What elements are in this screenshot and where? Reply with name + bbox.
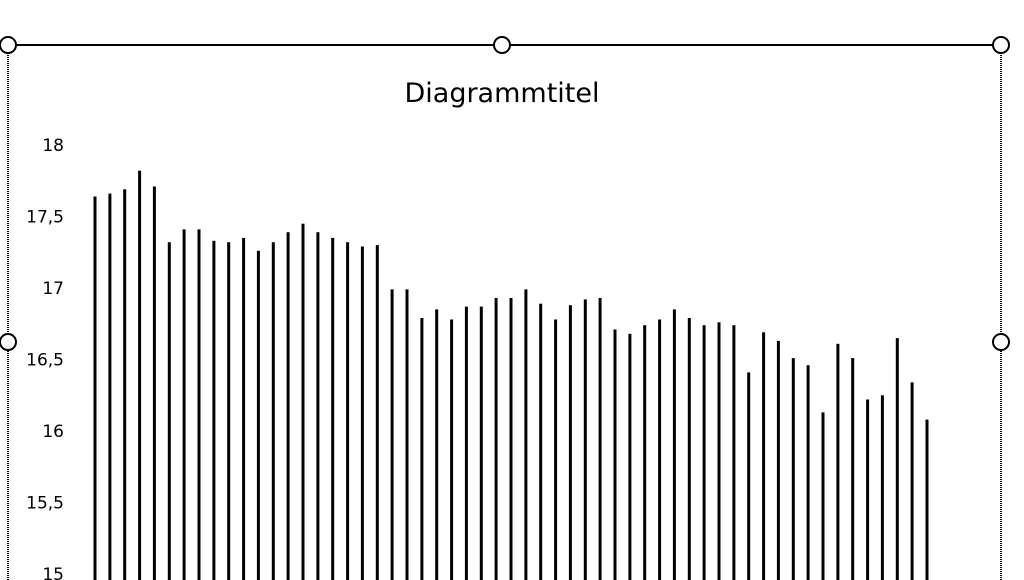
bar[interactable] — [762, 332, 766, 580]
bar[interactable] — [747, 372, 751, 580]
bar[interactable] — [643, 325, 647, 580]
bar[interactable] — [212, 240, 216, 580]
resize-handle-top-center[interactable] — [493, 36, 511, 54]
bar[interactable] — [375, 245, 379, 580]
bar[interactable] — [658, 319, 662, 580]
bar[interactable] — [360, 246, 364, 580]
bars — [93, 170, 929, 580]
bar[interactable] — [138, 170, 142, 580]
bar[interactable] — [672, 309, 676, 580]
bar[interactable] — [256, 250, 260, 580]
y-tick-label: 15,5 — [26, 494, 64, 514]
bar[interactable] — [405, 289, 409, 580]
bar[interactable] — [880, 395, 884, 580]
bar[interactable] — [717, 322, 721, 580]
bar[interactable] — [479, 306, 483, 580]
y-tick-label: 16 — [42, 422, 64, 442]
bar[interactable] — [227, 242, 231, 580]
bar[interactable] — [346, 242, 350, 580]
bar[interactable] — [123, 189, 127, 580]
bar[interactable] — [509, 298, 513, 580]
bar[interactable] — [450, 319, 454, 580]
resize-handle-middle-left[interactable] — [0, 333, 17, 351]
bar[interactable] — [271, 242, 275, 580]
resize-handle-top-left[interactable] — [0, 36, 17, 54]
bar[interactable] — [390, 289, 394, 580]
bar[interactable] — [613, 329, 617, 580]
bar[interactable] — [420, 318, 424, 580]
resize-handle-middle-right[interactable] — [992, 333, 1010, 351]
y-tick-label: 15 — [42, 565, 64, 580]
bar[interactable] — [821, 412, 825, 580]
bar[interactable] — [925, 419, 929, 580]
bar[interactable] — [895, 338, 899, 580]
y-tick-label: 17 — [42, 279, 64, 299]
bar[interactable] — [539, 303, 543, 580]
chart-title[interactable]: Diagrammtitel — [404, 78, 599, 109]
y-axis: 15 15,5 16 16,5 17 17,5 18 — [26, 136, 64, 580]
bar[interactable] — [316, 232, 320, 580]
bar[interactable] — [702, 325, 706, 580]
bar[interactable] — [628, 333, 632, 580]
bar[interactable] — [791, 358, 795, 580]
bar[interactable] — [583, 299, 587, 580]
bar[interactable] — [108, 193, 112, 580]
bar[interactable] — [910, 382, 914, 580]
bar[interactable] — [301, 223, 305, 580]
bar[interactable] — [554, 319, 558, 580]
bar[interactable] — [732, 325, 736, 580]
selection-handles[interactable] — [0, 36, 1010, 351]
bar[interactable] — [93, 196, 97, 580]
bar[interactable] — [435, 309, 439, 580]
bar[interactable] — [494, 298, 498, 580]
bar[interactable] — [851, 358, 855, 580]
y-tick-label: 18 — [42, 136, 64, 156]
bar[interactable] — [242, 237, 246, 580]
bar[interactable] — [464, 306, 468, 580]
bar[interactable] — [286, 232, 290, 580]
bar[interactable] — [524, 289, 528, 580]
bar[interactable] — [182, 229, 186, 580]
bar[interactable] — [836, 343, 840, 580]
bar[interactable] — [152, 186, 156, 580]
bar[interactable] — [167, 242, 171, 580]
resize-handle-top-right[interactable] — [992, 36, 1010, 54]
bar[interactable] — [568, 305, 572, 580]
bar[interactable] — [331, 237, 335, 580]
bar[interactable] — [806, 365, 810, 580]
y-tick-label: 17,5 — [26, 208, 64, 228]
bar[interactable] — [776, 340, 780, 580]
bar[interactable] — [598, 298, 602, 580]
bar[interactable] — [687, 318, 691, 580]
y-tick-label: 16,5 — [26, 351, 64, 371]
bar[interactable] — [197, 229, 201, 580]
bar[interactable] — [866, 399, 870, 580]
